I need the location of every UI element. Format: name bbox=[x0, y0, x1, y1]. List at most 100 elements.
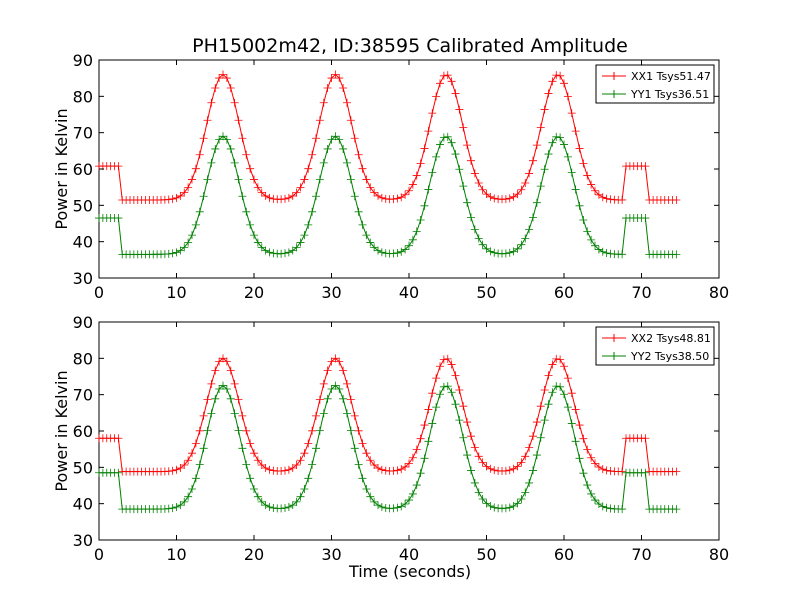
x-tick-label: 40 bbox=[399, 283, 419, 302]
data-point-marker bbox=[199, 134, 208, 143]
data-point-marker bbox=[424, 405, 433, 414]
data-point-marker bbox=[207, 158, 216, 167]
data-point-marker bbox=[319, 158, 328, 167]
x-tick-label: 70 bbox=[631, 545, 651, 564]
data-point-marker bbox=[176, 501, 185, 510]
data-point-marker bbox=[331, 132, 340, 141]
data-point-marker bbox=[602, 194, 611, 203]
data-point-marker bbox=[579, 469, 588, 478]
data-point-marker bbox=[304, 220, 313, 229]
data-point-marker bbox=[517, 185, 526, 194]
data-point-marker bbox=[490, 248, 499, 257]
data-point-marker bbox=[180, 243, 189, 252]
data-point-marker bbox=[191, 439, 200, 448]
data-point-marker bbox=[366, 492, 375, 501]
data-point-marker bbox=[242, 207, 251, 216]
data-point-marker bbox=[234, 426, 243, 435]
x-tick-label: 50 bbox=[476, 283, 496, 302]
data-point-marker bbox=[548, 360, 557, 369]
data-point-marker bbox=[346, 116, 355, 125]
data-point-marker bbox=[164, 504, 173, 513]
data-point-marker bbox=[250, 449, 258, 458]
data-point-marker bbox=[432, 403, 441, 412]
data-point-marker bbox=[470, 478, 479, 487]
y-tick-label: 50 bbox=[73, 458, 93, 477]
data-point-marker bbox=[242, 460, 251, 469]
data-point-marker bbox=[284, 502, 293, 511]
data-point-marker bbox=[184, 238, 193, 247]
data-point-marker bbox=[412, 481, 421, 490]
data-point-marker bbox=[319, 379, 328, 388]
data-point-marker bbox=[362, 484, 371, 493]
data-point-marker bbox=[672, 467, 681, 476]
data-point-marker bbox=[672, 250, 681, 259]
data-point-marker bbox=[296, 492, 305, 501]
data-point-marker bbox=[455, 385, 464, 394]
data-point-marker bbox=[439, 382, 448, 391]
x-tick-label: 10 bbox=[166, 545, 186, 564]
data-point-marker bbox=[261, 501, 270, 510]
data-point-marker bbox=[168, 466, 177, 475]
data-point-marker bbox=[672, 195, 681, 204]
data-point-marker bbox=[331, 354, 340, 363]
data-point-marker bbox=[195, 150, 204, 159]
data-point-marker bbox=[451, 150, 460, 159]
data-point-marker bbox=[393, 248, 402, 257]
y-tick-label: 40 bbox=[73, 233, 93, 252]
data-point-marker bbox=[308, 150, 317, 159]
data-point-marker bbox=[478, 458, 487, 467]
data-point-marker bbox=[265, 193, 274, 202]
data-point-marker bbox=[304, 164, 313, 173]
legend-entry-label: YY2 Tsys38.50 bbox=[630, 350, 709, 363]
data-point-marker bbox=[505, 466, 514, 475]
data-point-marker bbox=[575, 201, 584, 210]
data-point-marker bbox=[575, 454, 584, 463]
data-point-marker bbox=[412, 171, 421, 180]
data-point-marker bbox=[587, 489, 596, 498]
top-panel: 0 10 20 30 40 50 60 70 80 30 40 50 60 70 80 90 Power in… bbox=[52, 51, 729, 302]
data-point-marker bbox=[366, 238, 375, 247]
x-tick-label: 20 bbox=[244, 283, 264, 302]
data-point-marker bbox=[335, 74, 344, 83]
data-point-marker bbox=[277, 195, 286, 204]
data-point-marker bbox=[532, 418, 541, 427]
data-point-marker bbox=[308, 460, 317, 469]
data-point-marker bbox=[222, 135, 231, 144]
data-point-marker bbox=[408, 489, 417, 498]
data-point-marker bbox=[281, 504, 289, 513]
data-point-marker bbox=[529, 432, 537, 441]
data-point-marker bbox=[447, 388, 456, 397]
data-point-marker bbox=[191, 164, 200, 173]
data-point-marker bbox=[219, 70, 227, 79]
data-point-marker bbox=[591, 496, 599, 505]
data-point-marker bbox=[168, 504, 177, 513]
data-point-marker bbox=[199, 444, 208, 453]
data-point-marker bbox=[354, 150, 363, 159]
data-point-marker bbox=[552, 354, 561, 363]
data-point-marker bbox=[567, 168, 576, 177]
data-point-marker bbox=[230, 98, 239, 107]
top-ticks-layer: 0 10 20 30 40 50 60 70 80 30 40 50 60 70 80 90 bbox=[73, 51, 730, 302]
data-point-marker bbox=[436, 362, 444, 371]
data-point-marker bbox=[525, 478, 534, 487]
data-point-marker bbox=[420, 201, 429, 210]
data-point-marker bbox=[300, 231, 309, 240]
data-point-marker bbox=[455, 416, 464, 425]
data-point-marker bbox=[501, 249, 510, 258]
data-point-marker bbox=[560, 390, 568, 399]
data-point-marker bbox=[602, 466, 611, 475]
data-point-marker bbox=[180, 497, 189, 506]
bottom-panel: 0 10 20 30 40 50 60 70 80 30 40 50 60 70 80 90 Power in… bbox=[52, 313, 729, 581]
data-point-marker bbox=[234, 395, 243, 404]
data-point-marker bbox=[544, 371, 553, 380]
data-point-marker bbox=[358, 474, 367, 483]
data-point-marker bbox=[544, 89, 553, 98]
x-tick-label: 80 bbox=[709, 545, 729, 564]
data-point-marker bbox=[575, 144, 584, 153]
data-point-marker bbox=[478, 240, 487, 249]
data-point-marker bbox=[447, 138, 456, 147]
data-point-marker bbox=[505, 194, 514, 203]
data-point-marker bbox=[304, 439, 313, 448]
data-point-marker bbox=[250, 175, 258, 184]
data-point-marker bbox=[594, 462, 603, 471]
